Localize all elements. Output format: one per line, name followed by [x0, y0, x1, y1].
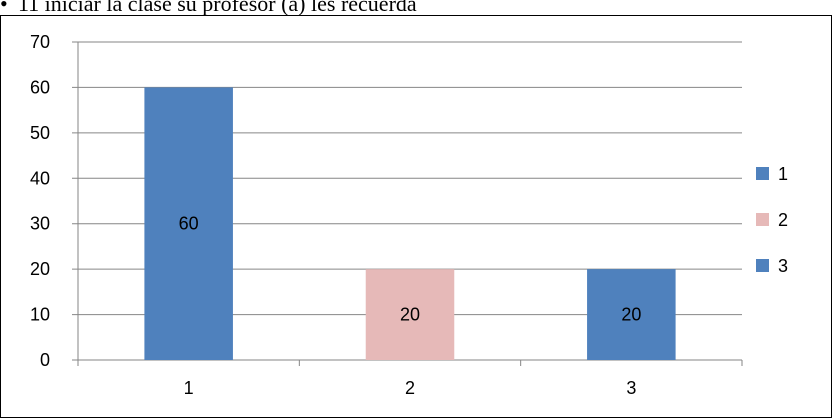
x-tick-label: 2	[405, 378, 415, 398]
y-tick-label: 70	[30, 32, 50, 52]
x-tick-label: 3	[626, 378, 636, 398]
legend-label-1: 1	[778, 164, 788, 184]
y-tick-label: 0	[40, 350, 50, 370]
legend-swatch-2	[756, 213, 769, 226]
legend-swatch-3	[756, 259, 769, 272]
y-tick-label: 40	[30, 168, 50, 188]
legend-label-2: 2	[778, 210, 788, 230]
data-label-1: 60	[179, 214, 199, 234]
legend-swatch-1	[756, 167, 769, 180]
caption-text: 11 iniciar la clase su profesor (a) les …	[18, 0, 417, 16]
caption-marker: •	[0, 0, 8, 16]
data-label-3: 20	[621, 305, 641, 325]
y-tick-label: 50	[30, 123, 50, 143]
y-tick-label: 60	[30, 77, 50, 97]
y-tick-label: 20	[30, 259, 50, 279]
x-tick-label: 1	[184, 378, 194, 398]
bar-3	[587, 269, 676, 360]
legend-label-3: 3	[778, 256, 788, 276]
top-caption: • 11 iniciar la clase su profesor (a) les…	[0, 0, 834, 17]
y-tick-label: 30	[30, 214, 50, 234]
bar-1	[144, 87, 233, 360]
bar-2	[365, 269, 455, 360]
data-label-2: 20	[400, 305, 420, 325]
y-tick-label: 10	[30, 305, 50, 325]
